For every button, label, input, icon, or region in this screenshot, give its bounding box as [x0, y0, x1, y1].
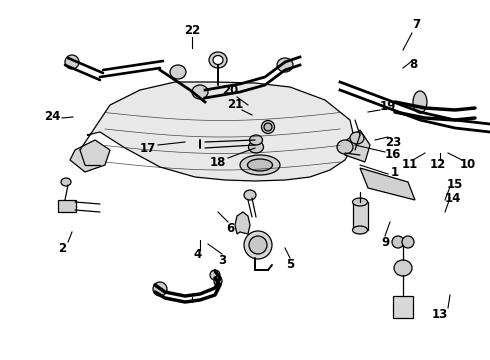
Text: 18: 18 — [210, 156, 226, 168]
Text: 4: 4 — [194, 248, 202, 261]
Text: 22: 22 — [184, 23, 200, 36]
Text: 20: 20 — [222, 84, 238, 96]
Ellipse shape — [209, 52, 227, 68]
Ellipse shape — [394, 260, 412, 276]
Ellipse shape — [213, 55, 223, 64]
Ellipse shape — [392, 236, 404, 248]
Ellipse shape — [262, 121, 274, 134]
Ellipse shape — [244, 190, 256, 200]
Ellipse shape — [214, 276, 222, 286]
Ellipse shape — [352, 198, 368, 206]
Ellipse shape — [350, 132, 364, 144]
Text: 11: 11 — [402, 158, 418, 171]
Ellipse shape — [352, 226, 368, 234]
Text: 3: 3 — [218, 253, 226, 266]
Bar — [58, 200, 76, 212]
Ellipse shape — [249, 236, 267, 254]
Text: 1: 1 — [391, 166, 399, 179]
Ellipse shape — [210, 270, 220, 280]
Polygon shape — [235, 212, 250, 234]
Text: 10: 10 — [460, 158, 476, 171]
Ellipse shape — [337, 140, 353, 154]
Bar — [353, 202, 368, 230]
Text: 15: 15 — [447, 179, 463, 192]
Text: 14: 14 — [445, 192, 461, 204]
Text: 21: 21 — [227, 99, 243, 112]
Text: 23: 23 — [385, 136, 401, 149]
Ellipse shape — [402, 236, 414, 248]
Ellipse shape — [247, 159, 272, 171]
Polygon shape — [360, 168, 415, 200]
Text: 2: 2 — [58, 242, 66, 255]
Ellipse shape — [277, 58, 293, 72]
Text: 6: 6 — [226, 221, 234, 234]
Text: 19: 19 — [380, 100, 396, 113]
Text: 9: 9 — [381, 235, 389, 248]
Ellipse shape — [264, 123, 272, 131]
Bar — [393, 296, 413, 318]
Ellipse shape — [170, 65, 186, 79]
Ellipse shape — [61, 178, 71, 186]
Text: 13: 13 — [432, 309, 448, 321]
Text: 12: 12 — [430, 158, 446, 171]
Ellipse shape — [240, 155, 280, 175]
Ellipse shape — [244, 231, 272, 259]
Ellipse shape — [248, 141, 264, 153]
Ellipse shape — [192, 85, 208, 99]
Ellipse shape — [249, 135, 263, 145]
Ellipse shape — [413, 91, 427, 113]
Ellipse shape — [65, 55, 79, 69]
Ellipse shape — [153, 282, 167, 296]
Text: 5: 5 — [286, 258, 294, 271]
Polygon shape — [70, 140, 110, 172]
Polygon shape — [87, 82, 355, 181]
Polygon shape — [340, 130, 370, 162]
Text: 7: 7 — [412, 18, 420, 31]
Text: 17: 17 — [140, 141, 156, 154]
Text: 24: 24 — [44, 111, 60, 123]
Text: 16: 16 — [385, 148, 401, 162]
Text: 8: 8 — [409, 58, 417, 72]
